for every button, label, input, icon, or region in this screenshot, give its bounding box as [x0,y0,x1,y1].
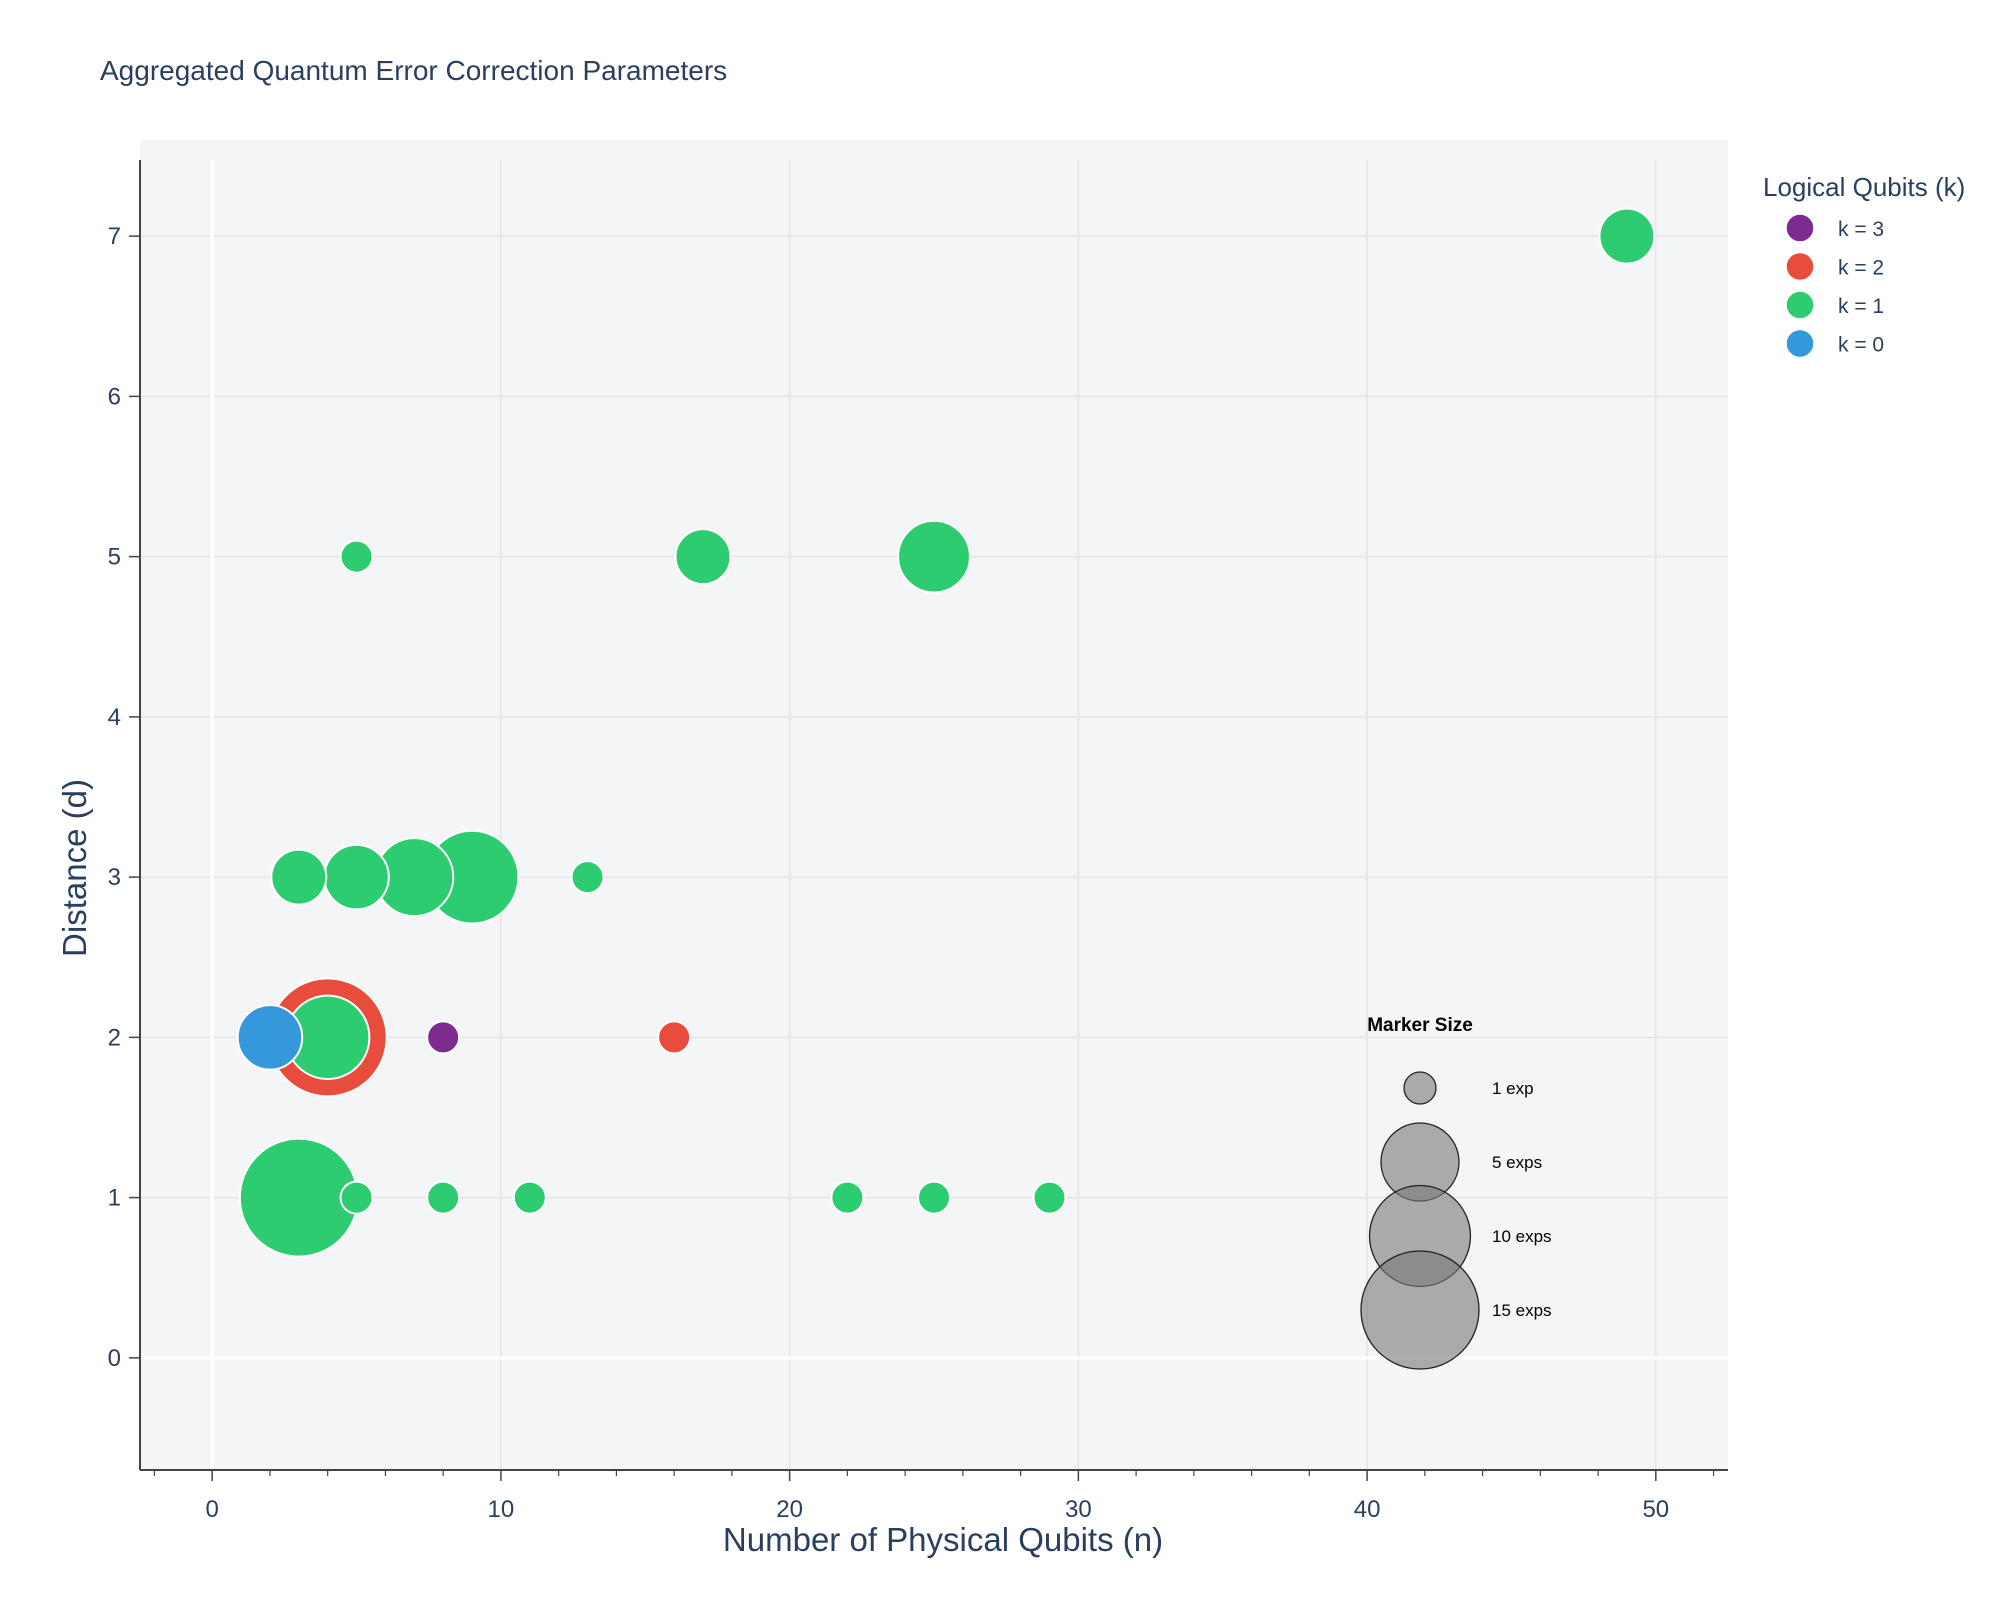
size-legend-label: 1 exp [1492,1079,1534,1098]
legend-label: k = 3 [1838,218,1884,241]
y-tick-label: 0 [108,1345,121,1372]
data-point-k1 [1598,207,1656,265]
data-point-k1 [570,860,605,895]
y-tick-label: 7 [108,223,121,250]
legend-marker [1785,251,1815,282]
legend-label: k = 1 [1838,295,1884,318]
data-points [236,207,1656,1258]
data-point-k1 [1032,1180,1067,1215]
size-legend-label: 10 exps [1492,1227,1552,1246]
data-point-k1 [323,843,390,911]
data-point-k1 [897,519,971,594]
y-tick-label: 2 [108,1024,121,1051]
data-point-k1 [339,1180,374,1215]
legend-label: k = 2 [1838,257,1884,280]
y-tick-label: 3 [108,864,121,891]
x-axis-ticks: 0 10 20 30 40 50 [153,1470,1715,1523]
y-axis-ticks: 0 1 2 3 4 5 6 7 [108,223,140,1372]
data-point-k1 [830,1180,865,1215]
zero-lines [140,160,1728,1470]
size-legend: Marker Size 1 exp 5 exps 10 exps 15 exps [1360,1015,1552,1370]
y-axis-title: Distance (d) [56,779,93,957]
data-point-k2 [657,1020,692,1055]
data-point-k3 [426,1020,461,1055]
x-tick-label: 0 [206,1496,219,1523]
data-point-k1 [339,539,374,574]
x-tick-label: 40 [1354,1496,1381,1523]
size-legend-marker [1360,1250,1480,1370]
data-point-k1 [917,1180,951,1215]
y-tick-label: 6 [108,383,121,410]
data-point-k1 [512,1180,547,1215]
legend-marker [1785,328,1815,359]
y-tick-label: 1 [108,1185,121,1212]
data-point-k0 [236,1004,304,1071]
legend: Logical Qubits (k) k = 3 k = 2 k = 1 k = 0 [1763,172,1965,359]
chart-title: Aggregated Quantum Error Correction Para… [100,55,727,86]
size-legend-title: Marker Size [1367,1015,1473,1036]
data-point-k1 [674,528,732,586]
y-tick-label: 4 [108,704,121,731]
x-tick-label: 10 [488,1496,515,1523]
size-legend-marker [1403,1071,1437,1105]
size-legend-label: 5 exps [1492,1153,1542,1172]
legend-marker [1785,213,1815,243]
x-tick-label: 30 [1065,1496,1092,1523]
y-tick-label: 5 [108,544,121,571]
data-point-k1 [426,1180,461,1215]
legend-marker [1785,290,1815,320]
legend-label: k = 0 [1838,334,1884,357]
x-axis-title: Number of Physical Qubits (n) [723,1521,1163,1558]
x-tick-label: 50 [1642,1496,1669,1523]
x-tick-label: 20 [776,1496,803,1523]
plot-area [140,140,1728,1470]
legend-title: Logical Qubits (k) [1763,172,1965,202]
size-legend-label: 15 exps [1492,1301,1552,1320]
axes [139,160,1728,1471]
data-point-k1 [270,848,328,906]
